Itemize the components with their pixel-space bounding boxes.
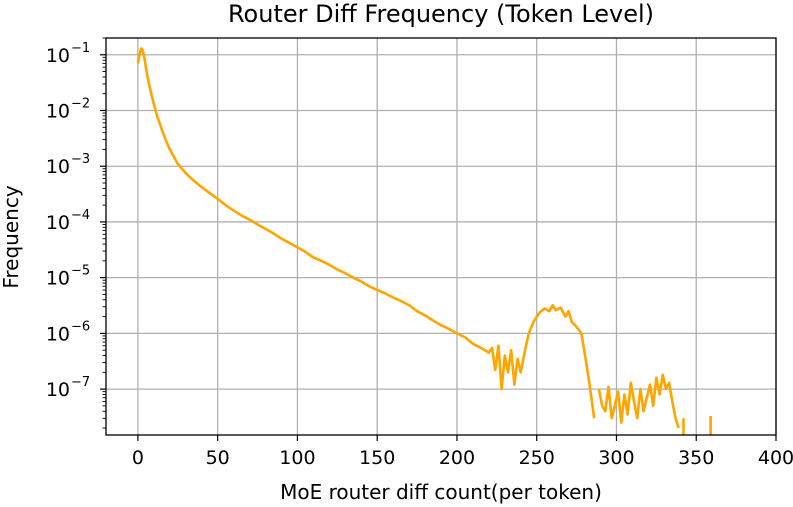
chart-title: Router Diff Frequency (Token Level) xyxy=(228,0,654,28)
series-line-1 xyxy=(597,373,680,429)
x-tick-label: 250 xyxy=(519,447,555,469)
series-line-0 xyxy=(136,47,596,419)
y-tick-label: 10 −2 xyxy=(46,96,90,122)
y-tick-label-base: 10 xyxy=(46,323,70,345)
x-tick-label: 150 xyxy=(359,447,395,469)
series-layer xyxy=(136,47,712,435)
x-tick-label: 0 xyxy=(132,447,144,469)
y-tick-label-exp: −4 xyxy=(71,208,90,223)
x-tick-label: 350 xyxy=(678,447,714,469)
y-tick-label-base: 10 xyxy=(46,268,70,290)
y-tick-label: 10 −1 xyxy=(46,41,90,67)
y-tick-label-base: 10 xyxy=(46,379,70,401)
y-tick-label: 10 −3 xyxy=(46,152,90,178)
x-tick-label: 200 xyxy=(439,447,475,469)
x-tick-label: 400 xyxy=(758,447,793,469)
y-tick-label-exp: −5 xyxy=(71,264,90,279)
y-tick-label-exp: −6 xyxy=(71,319,90,334)
y-tick-label-exp: −7 xyxy=(71,375,90,390)
x-tick-label: 100 xyxy=(279,447,315,469)
x-axis-title: MoE router diff count(per token) xyxy=(280,480,602,504)
y-tick-label: 10 −5 xyxy=(46,264,90,290)
grid-layer xyxy=(106,38,777,435)
y-tick-label: 10 −6 xyxy=(46,319,90,345)
plot-frame xyxy=(105,37,777,436)
x-tick-label: 300 xyxy=(598,447,634,469)
tick-layer: 0 50 100 150 200 250 300 350 40010−710−610−510−4… xyxy=(46,37,793,469)
y-axis-title: Frequency xyxy=(0,185,23,288)
y-tick-label-base: 10 xyxy=(46,100,70,122)
y-tick-label-base: 10 xyxy=(46,45,70,67)
y-tick-label-base: 10 xyxy=(46,212,70,234)
y-tick-label: 10 −4 xyxy=(46,208,90,234)
y-tick-label-exp: −3 xyxy=(71,152,90,167)
x-tick-label: 50 xyxy=(206,447,230,469)
y-tick-label-base: 10 xyxy=(46,156,70,178)
y-tick-label: 10 −7 xyxy=(46,375,90,401)
y-tick-label-exp: −2 xyxy=(71,96,90,111)
y-tick-label-exp: −1 xyxy=(71,41,90,56)
